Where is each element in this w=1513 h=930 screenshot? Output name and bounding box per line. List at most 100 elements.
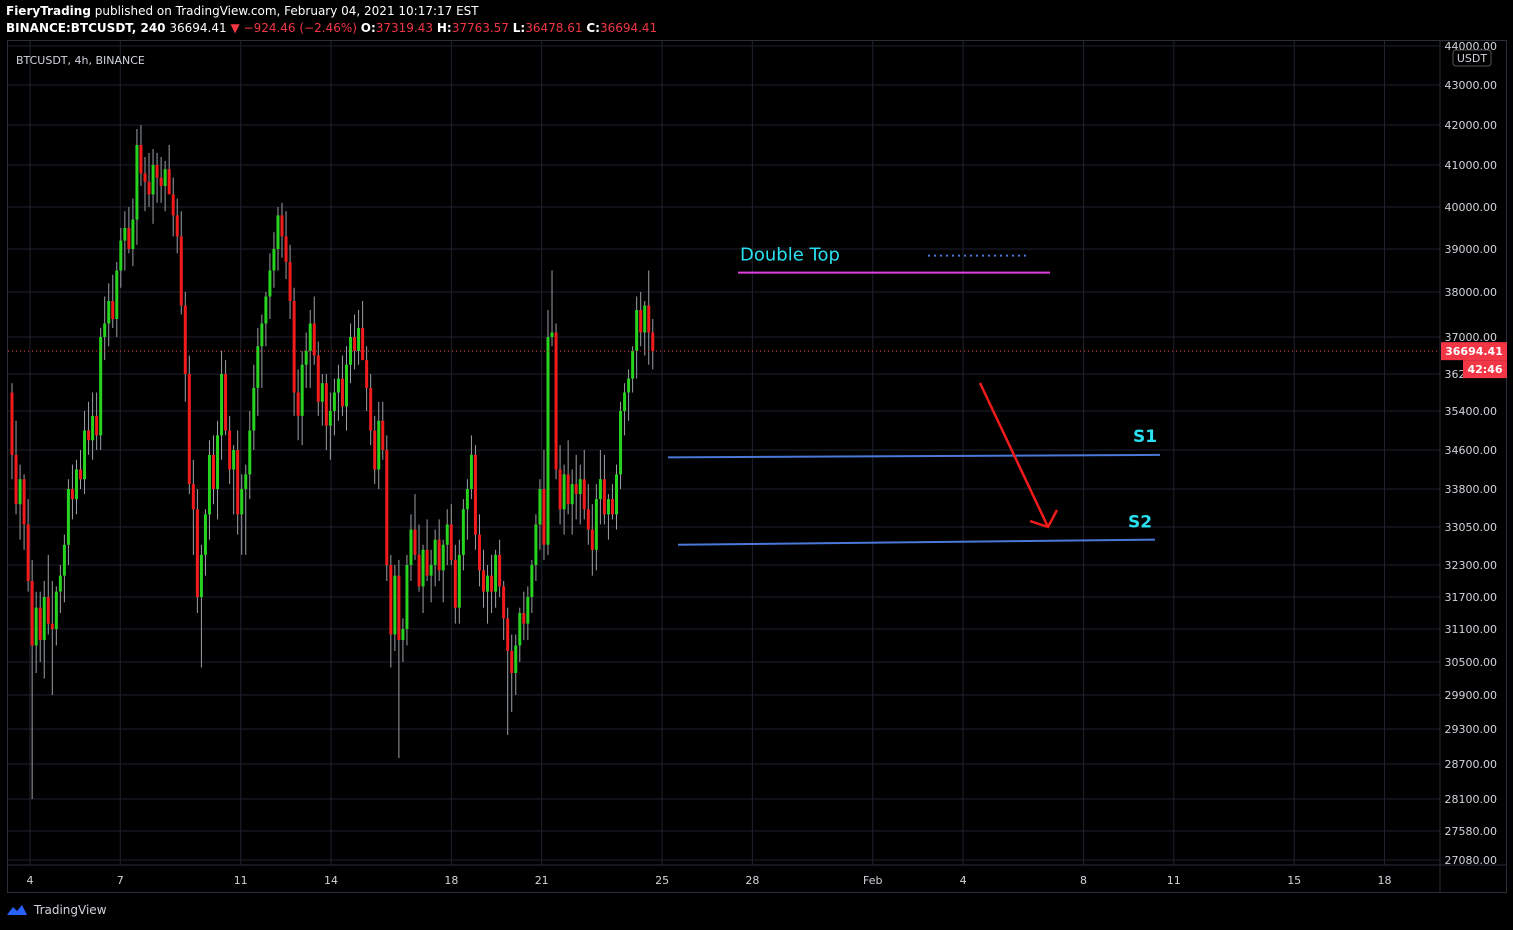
candle	[643, 301, 647, 356]
x-tick-label: 28	[745, 874, 759, 887]
candle-body	[62, 544, 66, 576]
candle	[147, 153, 151, 207]
candle-body	[385, 450, 389, 565]
candle-body	[199, 554, 203, 597]
candle-body	[558, 469, 562, 510]
candle	[413, 494, 417, 560]
candle	[42, 581, 46, 679]
candle	[647, 270, 651, 365]
candle-body	[123, 228, 127, 241]
x-tick-label: 11	[1167, 874, 1181, 887]
y-tick-label: 33050.00	[1445, 521, 1498, 534]
candle	[530, 559, 534, 613]
candle	[433, 529, 437, 587]
candle-body	[22, 479, 26, 525]
candle-body	[103, 323, 107, 337]
candle-body	[54, 591, 58, 629]
candle-body	[425, 549, 429, 576]
candle-body	[473, 454, 477, 535]
y-tick-label: 29900.00	[1445, 689, 1498, 702]
candle	[453, 544, 457, 624]
candle-body	[393, 575, 397, 635]
candle	[66, 479, 70, 565]
candle	[268, 253, 272, 319]
candle	[425, 519, 429, 581]
candle	[252, 364, 256, 450]
candle-body	[284, 236, 288, 262]
candle	[155, 153, 159, 203]
candle-body	[530, 565, 534, 597]
candle-body	[300, 364, 304, 416]
candle-body	[631, 350, 635, 379]
candle	[494, 549, 498, 608]
candle	[83, 411, 87, 495]
candle	[151, 149, 155, 224]
candle	[46, 554, 50, 635]
candle	[550, 270, 554, 347]
x-tick-label: 18	[1378, 874, 1392, 887]
candle	[292, 287, 296, 416]
x-tick-label: 4	[27, 874, 34, 887]
candle-body	[228, 430, 232, 470]
candle	[522, 591, 526, 640]
author-name[interactable]: FieryTrading	[6, 4, 91, 18]
currency-label: USDT	[1457, 52, 1488, 65]
candle-body	[244, 474, 248, 489]
candle	[212, 435, 215, 505]
candle-body	[389, 565, 393, 635]
candle	[244, 464, 248, 555]
currency-badge	[1452, 49, 1492, 67]
candle-body	[216, 435, 220, 489]
candle-body	[550, 332, 554, 337]
y-tick-label: 42000.00	[1445, 119, 1498, 132]
candle-body	[453, 559, 457, 608]
s1-label: S1	[1133, 427, 1157, 447]
candle	[401, 618, 405, 662]
candle-body	[498, 554, 502, 587]
candle	[304, 332, 308, 388]
candle	[207, 440, 211, 540]
candle	[280, 202, 284, 258]
candle-body	[594, 499, 598, 550]
candle-body	[66, 489, 70, 545]
candle-body	[619, 411, 623, 475]
candle-body	[195, 509, 199, 597]
candle-body	[324, 383, 328, 426]
y-tick-label: 27580.00	[1445, 825, 1498, 838]
candle	[526, 586, 530, 640]
candle-body	[461, 509, 465, 555]
candle-body	[421, 549, 425, 587]
candle	[139, 125, 143, 186]
x-tick-label: 4	[960, 874, 967, 887]
candle	[610, 484, 614, 520]
candle-body	[131, 219, 135, 249]
candle	[107, 283, 111, 347]
candle-body	[510, 651, 514, 673]
y-tick-label: 39000.00	[1445, 243, 1498, 256]
x-tick-label: 15	[1287, 874, 1301, 887]
footer-brand[interactable]: TradingView	[34, 903, 107, 917]
y-tick-label: 31100.00	[1445, 623, 1498, 636]
candle	[103, 296, 107, 361]
candle-body	[304, 350, 308, 365]
candle	[119, 228, 123, 288]
candle-body	[212, 454, 215, 489]
grid-lines	[8, 41, 1440, 865]
candle-body	[514, 645, 518, 673]
candle-body	[441, 544, 445, 571]
candle	[10, 383, 14, 480]
y-tick-label: 27080.00	[1445, 854, 1498, 867]
candle	[461, 499, 465, 571]
candle-body	[95, 415, 99, 436]
candle-body	[602, 479, 606, 515]
symbol-interval: BINANCE:BTCUSDT, 240	[6, 21, 166, 35]
low-label: L:	[512, 21, 526, 35]
candle-body	[292, 301, 296, 393]
candle-body	[635, 310, 639, 351]
high-value: 37763.57	[451, 21, 509, 35]
candle	[288, 244, 292, 319]
candle-body	[365, 360, 369, 388]
candle-body	[429, 565, 433, 576]
candle-body	[610, 499, 614, 515]
